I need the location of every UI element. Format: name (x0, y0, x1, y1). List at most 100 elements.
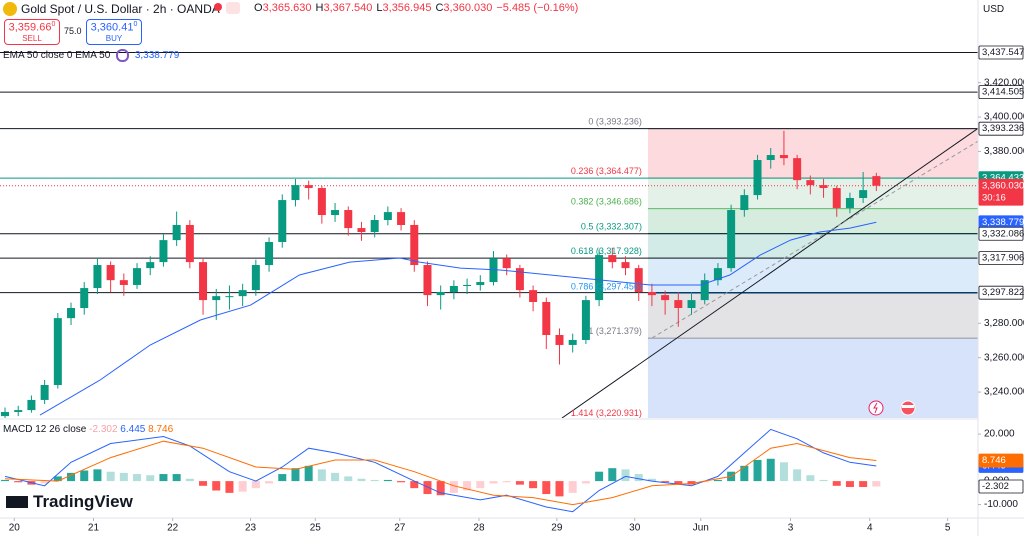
macd-histogram-bar (621, 469, 630, 482)
price-tag-box (978, 121, 1024, 136)
macd-line-value: 6.445 (120, 424, 146, 435)
candle-body (845, 198, 854, 208)
ohlc-key: C (435, 2, 444, 14)
x-tick-label: 29 (551, 523, 563, 534)
ohlc-value: 3,360.030 (443, 2, 493, 14)
buy-price-sup: 0 (133, 21, 138, 28)
macd-histogram-bar (581, 481, 590, 484)
candle-body (80, 288, 89, 308)
macd-histogram-bar (806, 475, 815, 482)
macd-histogram-bar (713, 479, 722, 482)
fib-level-label: 0 (3,393.236) (588, 117, 642, 127)
candle-body (568, 339, 577, 345)
macd-histogram-bar (859, 481, 868, 487)
candle-body (14, 410, 23, 412)
macd-histogram-bar (819, 479, 828, 482)
candle-body (238, 290, 247, 297)
ohlc-value: 3,356.945 (382, 2, 432, 14)
macd-histogram-bar (344, 476, 353, 482)
price-tag: 3,360.030 (982, 180, 1024, 191)
macd-histogram-bar (845, 481, 854, 487)
currency[interactable]: USD (983, 4, 1005, 15)
macd-histogram-bar (687, 481, 696, 485)
sell-button[interactable]: 3,359.660 SELL (4, 19, 60, 45)
x-tick-label: 27 (394, 523, 406, 534)
candle-body (727, 210, 736, 269)
macd-histogram-bar (661, 481, 670, 483)
macd-line-tag-box (978, 453, 1024, 468)
price-tag-box (978, 178, 1024, 206)
macd-histogram-bar (265, 481, 274, 484)
x-tick-label: 25 (310, 523, 322, 534)
macd-histogram-bar (740, 465, 749, 482)
candle-body (423, 265, 432, 296)
candle-body (344, 210, 353, 229)
sell-price: 3,359.66 (8, 21, 52, 34)
macd-histogram-bar (146, 475, 155, 482)
x-tick-label: 5 (945, 523, 951, 534)
candle-body (146, 262, 155, 269)
candle-body (172, 224, 181, 241)
candle-body (449, 286, 458, 293)
fib-level-label: 0.382 (3,346.686) (571, 197, 642, 207)
fib-zone (647, 293, 978, 339)
macd-histogram-bar (317, 469, 326, 482)
candle-body (476, 282, 485, 285)
price-tag: 3,437.547 (982, 47, 1024, 58)
candle-body (278, 200, 287, 242)
macd-histogram-bar (251, 481, 260, 489)
price-tag-box (978, 251, 1024, 266)
status-dot (214, 3, 222, 11)
spread: 75.0 (64, 26, 82, 36)
ohlc-value: 3,365.630 (262, 2, 312, 14)
macd-histogram-bar (93, 469, 102, 482)
macd-y-tick-label: -10.000 (984, 499, 1018, 510)
x-tick-label: 3 (788, 523, 794, 534)
candle-body (687, 300, 696, 308)
macd-legend[interactable]: MACD 12 26 close -2.302 6.445 8.746 (3, 424, 173, 435)
buy-button[interactable]: 3,360.410 BUY (86, 19, 142, 45)
ohlc-value: −5.485 (−0.16%) (496, 2, 579, 14)
macd-histogram-bar (753, 459, 762, 482)
indicator-legend[interactable]: EMA 50 close 0 EMA 50 3,338.779 (3, 49, 179, 62)
macd-histogram-bar (185, 478, 194, 482)
fib-level-label: 0.618 (3,317.928) (571, 246, 642, 256)
candle-body (410, 224, 419, 266)
macd-histogram-bar (238, 481, 247, 492)
x-tick-label: 28 (473, 523, 485, 534)
fib-zone (647, 258, 978, 294)
price-tag: 3,393.236 (982, 123, 1024, 134)
candle-body (133, 268, 142, 285)
candle-body (1, 411, 10, 417)
macd-histogram-bar (67, 472, 76, 482)
macd-histogram-bar (463, 481, 472, 491)
macd-histogram-bar (608, 468, 617, 482)
logo-text: TradingView (33, 492, 133, 511)
macd-histogram-bar (397, 481, 406, 483)
candle-body (766, 155, 775, 161)
macd-line-tag: 8.746 (982, 455, 1006, 466)
dashed-trend-line (651, 140, 978, 339)
candle-body (93, 265, 102, 289)
x-tick-label: 23 (245, 523, 257, 534)
macd-histogram-bar (304, 465, 313, 482)
candle-body (397, 212, 406, 225)
macd-hist-tag: -2.302 (982, 481, 1009, 492)
price-tag: 3,332.086 (982, 228, 1024, 239)
macd-histogram-bar (542, 481, 551, 495)
price-tag-countdown: 30:16 (982, 192, 1006, 203)
macd-histogram-bar (647, 478, 656, 482)
logo[interactable]: TradingView (6, 492, 133, 512)
macd-hist-value: -2.302 (89, 424, 118, 435)
price-tag: 3,414.505 (982, 87, 1024, 98)
x-tick-label: 30 (629, 523, 641, 534)
macd-histogram-bar (410, 481, 419, 489)
ohlc-readout: O3,365.630 H3,367.540 L3,356.945 C3,360.030… (254, 2, 582, 14)
candle-body (819, 185, 828, 189)
ohlc-value: 3,367.540 (323, 2, 373, 14)
indicator-icon (116, 49, 130, 62)
symbol-title[interactable]: Gold Spot / U.S. Dollar · 2h · OANDA (21, 2, 220, 16)
candle-body (291, 185, 300, 201)
price-tag-box (978, 85, 1024, 100)
candle-body (555, 334, 564, 345)
